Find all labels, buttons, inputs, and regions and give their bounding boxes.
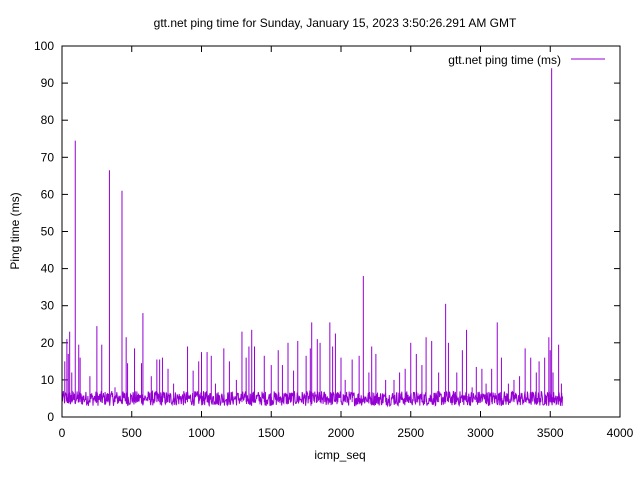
y-tick-label: 90 [41, 76, 55, 90]
x-tick-label: 3000 [467, 426, 494, 440]
y-tick-label: 50 [41, 225, 55, 239]
x-tick-label: 4000 [607, 426, 634, 440]
axis-ticks: 0 500 1000 1500 2000 2500 3000 3500 4000 0 10 20 30 4… [34, 39, 634, 440]
y-tick-label: 100 [34, 39, 54, 53]
y-tick-label: 60 [41, 187, 55, 201]
y-axis-label: Ping time (ms) [8, 192, 22, 269]
y-tick-label: 70 [41, 150, 55, 164]
y-tick-label: 10 [41, 373, 55, 387]
x-tick-label: 2500 [397, 426, 424, 440]
x-tick-label: 500 [122, 426, 142, 440]
y-tick-label: 0 [47, 410, 54, 424]
x-tick-label: 2000 [328, 426, 355, 440]
x-tick-label: 3500 [537, 426, 564, 440]
series-line [61, 389, 563, 408]
x-tick-label: 1000 [188, 426, 215, 440]
x-tick-label: 1500 [258, 426, 285, 440]
x-tick-label: 0 [59, 426, 66, 440]
y-tick-label: 80 [41, 113, 55, 127]
legend-entry-label: gtt.net ping time (ms) [448, 53, 561, 67]
y-tick-label: 20 [41, 336, 55, 350]
y-tick-label: 30 [41, 299, 55, 313]
series-layer [61, 68, 563, 408]
x-axis-label: icmp_seq [314, 448, 365, 462]
plot-frame [61, 45, 621, 418]
y-tick-label: 40 [41, 262, 55, 276]
legend: gtt.net ping time (ms) [448, 53, 605, 67]
chart-title: gtt.net ping time for Sunday, January 15… [154, 16, 517, 30]
